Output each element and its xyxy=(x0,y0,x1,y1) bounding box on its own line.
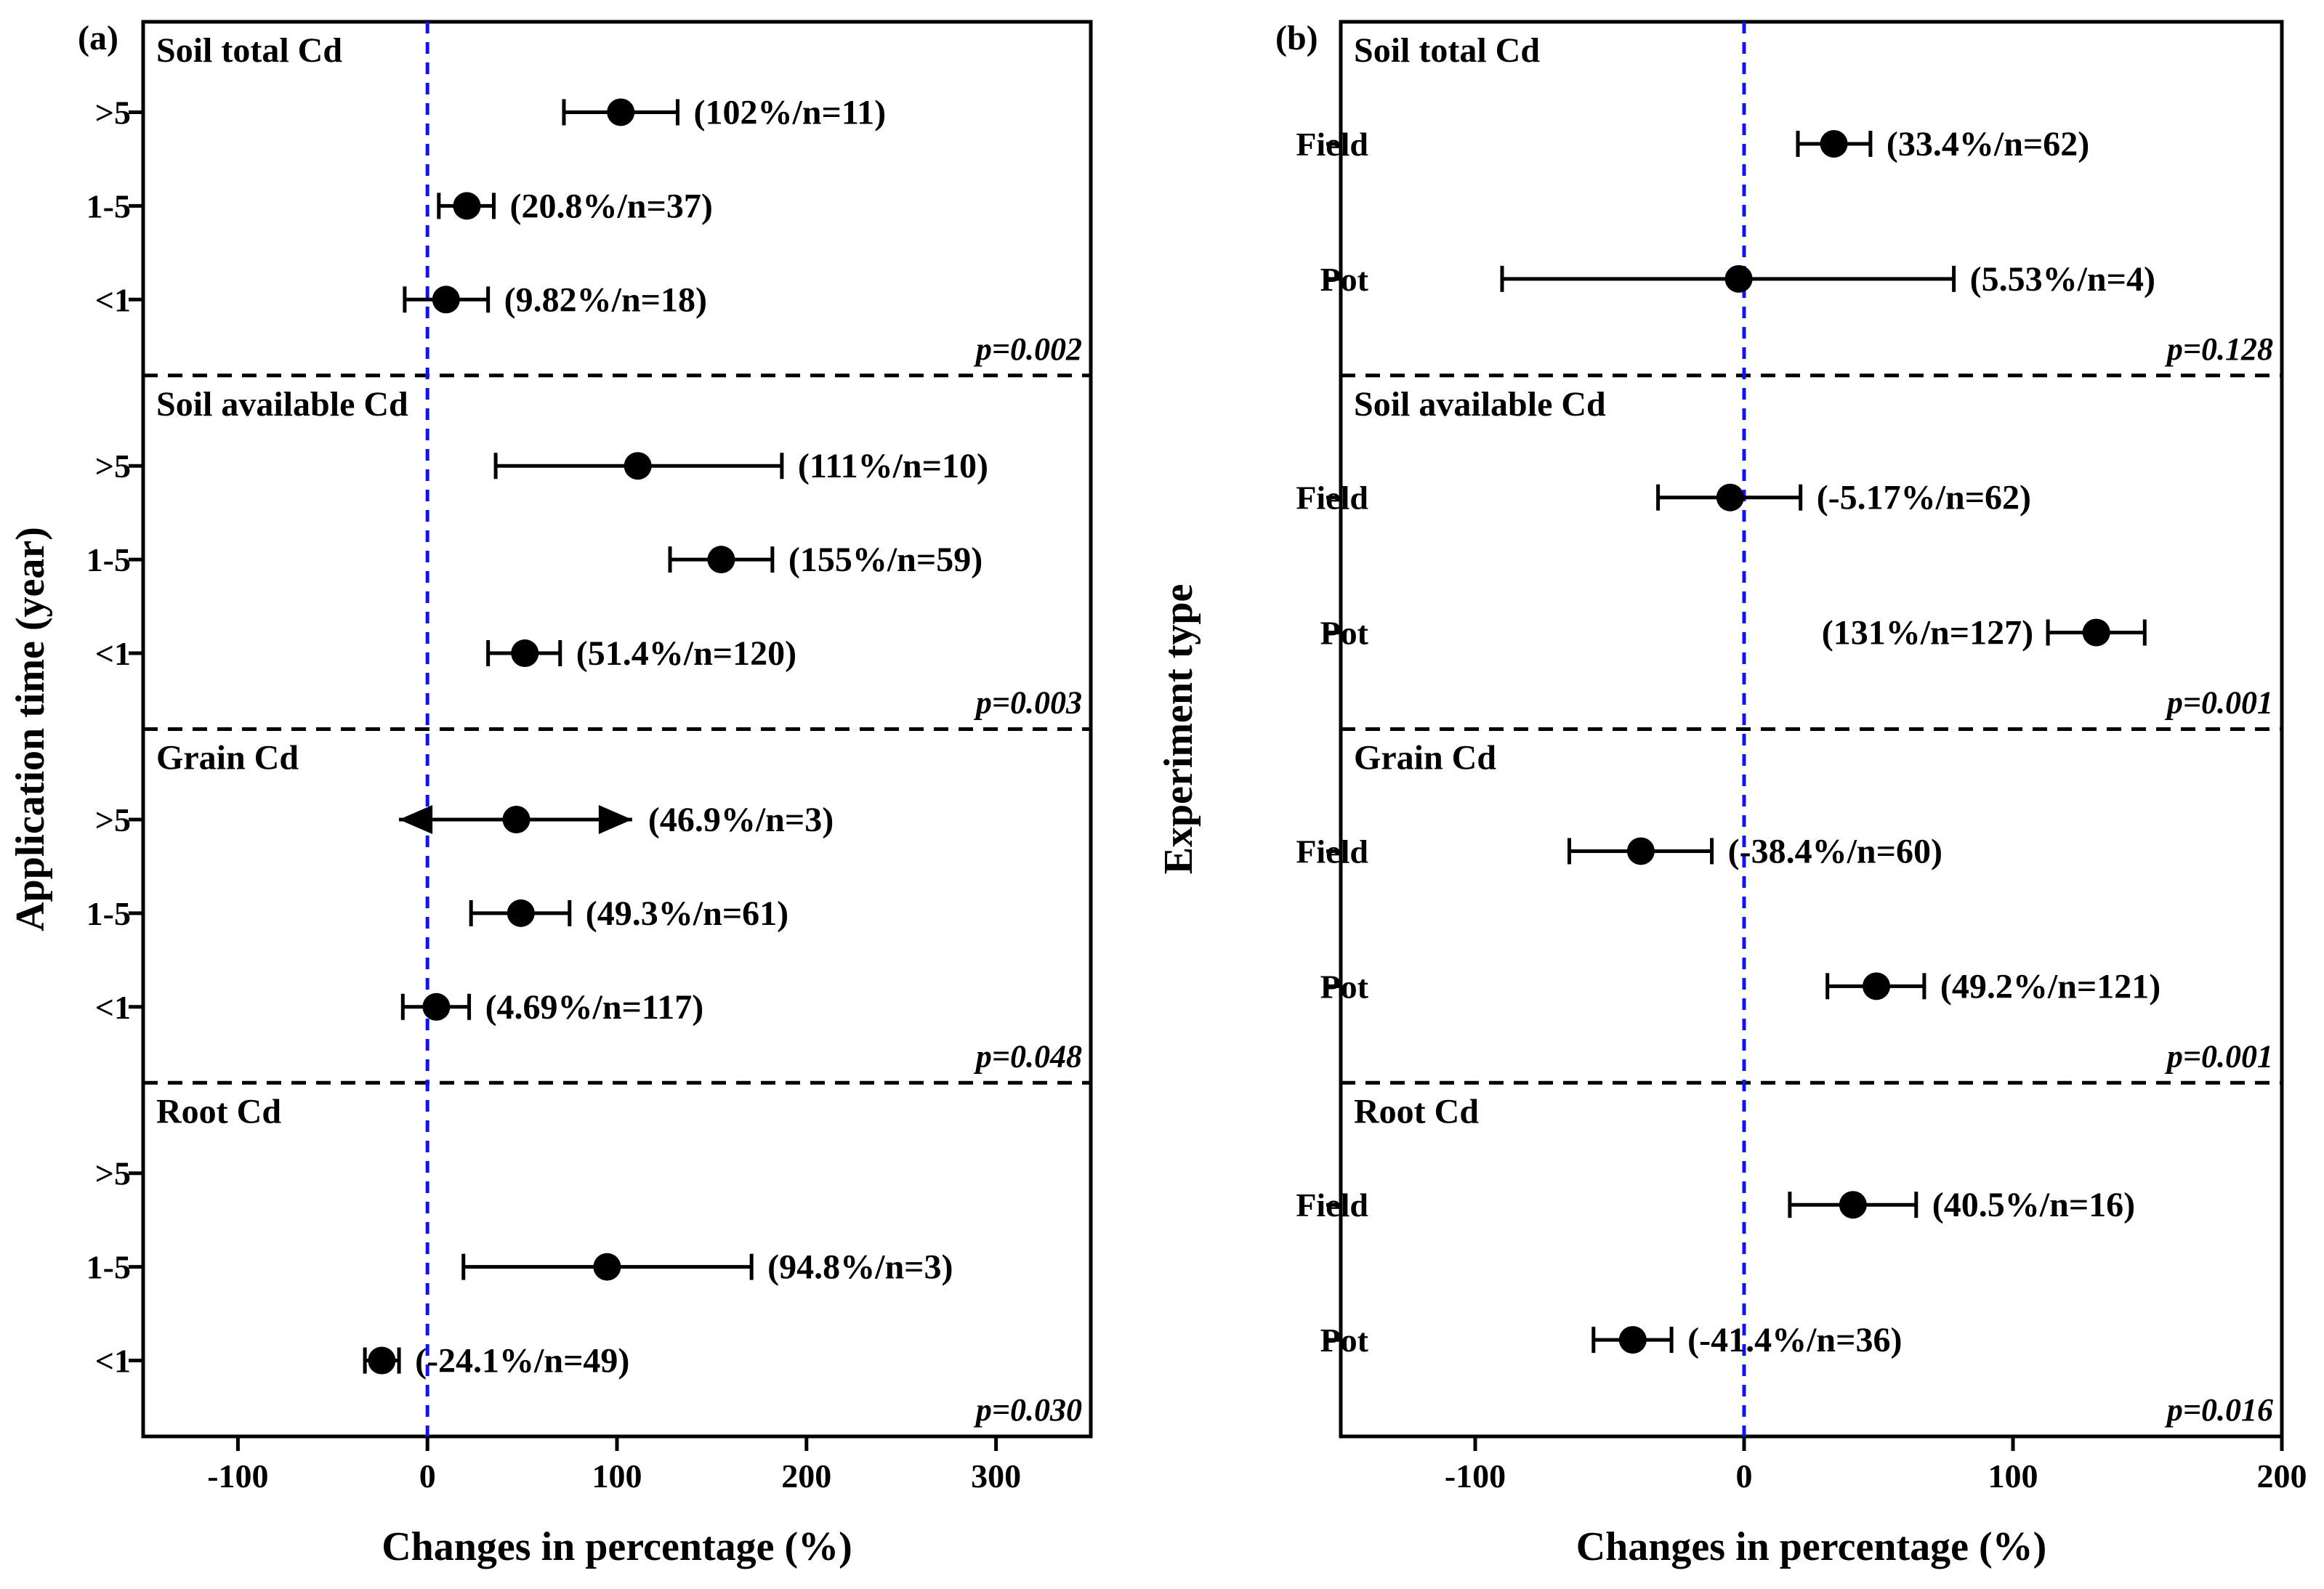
x-tick-label: -100 xyxy=(1445,1457,1506,1495)
x-tick-label: 300 xyxy=(971,1457,1021,1495)
p-value-label: p=0.030 xyxy=(973,1392,1082,1428)
p-value-label: p=0.048 xyxy=(973,1038,1082,1074)
x-axis-title: Changes in percentage (%) xyxy=(1576,1524,2047,1569)
data-annotation: (-24.1%/n=49) xyxy=(415,1342,629,1380)
y-axis-title: Experiment type xyxy=(1156,584,1201,875)
data-annotation: (40.5%/n=16) xyxy=(1932,1186,2135,1224)
y-tick-label: Field xyxy=(1296,126,1368,163)
y-tick-label: Pot xyxy=(1320,968,1369,1005)
mean-point xyxy=(511,639,539,668)
p-value-label: p=0.016 xyxy=(2164,1392,2273,1428)
x-tick-label: 200 xyxy=(781,1457,831,1495)
panel-b: Soil total Cd p=0.128 Field (33.4%/n=62) Pot… xyxy=(1156,19,2307,1569)
x-tick-label: 100 xyxy=(592,1457,642,1495)
mean-point xyxy=(422,992,451,1021)
mean-point xyxy=(1839,1191,1867,1219)
y-tick-label: >5 xyxy=(95,801,131,838)
x-tick-label: 100 xyxy=(1988,1457,2038,1495)
data-annotation: (4.69%/n=117) xyxy=(485,988,704,1027)
data-annotation: (-38.4%/n=60) xyxy=(1728,832,1942,870)
error-bar-arrow-right xyxy=(598,804,632,834)
data-annotation: (131%/n=127) xyxy=(1822,614,2033,652)
error-bar-arrow-left xyxy=(399,804,433,834)
p-value-label: p=0.003 xyxy=(973,685,1082,721)
group-title: Grain Cd xyxy=(1354,739,1496,777)
y-axis-title: Application time (year) xyxy=(8,527,53,931)
p-value-label: p=0.001 xyxy=(2164,1038,2273,1074)
y-tick-label: 1-5 xyxy=(86,187,131,225)
data-annotation: (33.4%/n=62) xyxy=(1887,125,2089,163)
mean-point xyxy=(624,452,652,480)
y-tick-label: 1-5 xyxy=(86,1249,131,1286)
data-annotation: (46.9%/n=3) xyxy=(648,801,834,839)
group-title: Soil available Cd xyxy=(156,385,408,424)
p-value-label: p=0.002 xyxy=(973,331,1082,367)
y-tick-label: <1 xyxy=(95,989,131,1026)
data-annotation: (-41.4%/n=36) xyxy=(1687,1321,1902,1359)
y-tick-label: Pot xyxy=(1320,615,1369,652)
mean-point xyxy=(453,192,481,220)
panel-a: Soil total Cd p=0.002 >5 (102%/n=11) 1-5 (20.… xyxy=(8,19,1093,1569)
x-tick-label: 0 xyxy=(419,1457,436,1495)
group-title: Soil total Cd xyxy=(1354,31,1540,70)
mean-point xyxy=(1820,129,1848,158)
p-value-label: p=0.128 xyxy=(2164,331,2273,367)
y-tick-label: <1 xyxy=(95,635,131,672)
data-annotation: (9.82%/n=18) xyxy=(504,280,707,319)
y-tick-label: Field xyxy=(1296,480,1368,517)
data-annotation: (111%/n=10) xyxy=(798,447,988,485)
data-annotation: (20.8%/n=37) xyxy=(509,187,712,225)
mean-point xyxy=(2082,618,2110,647)
y-tick-label: 1-5 xyxy=(86,895,131,932)
group-title: Soil available Cd xyxy=(1354,385,1606,424)
data-annotation: (51.4%/n=120) xyxy=(576,634,796,673)
group-title: Grain Cd xyxy=(156,739,299,777)
data-annotation: (102%/n=11) xyxy=(693,93,886,132)
mean-point xyxy=(502,805,530,833)
y-tick-label: Field xyxy=(1296,1186,1368,1224)
y-tick-label: Pot xyxy=(1320,1322,1369,1359)
p-value-label: p=0.001 xyxy=(2164,685,2273,721)
group-title: Root Cd xyxy=(156,1092,281,1131)
y-tick-label: Field xyxy=(1296,833,1368,870)
group-title: Soil total Cd xyxy=(156,31,342,70)
data-annotation: (-5.17%/n=62) xyxy=(1817,479,2031,517)
mean-point xyxy=(593,1253,621,1281)
mean-point xyxy=(1716,483,1744,512)
y-tick-label: 1-5 xyxy=(86,541,131,578)
y-tick-label: >5 xyxy=(95,448,131,485)
x-axis-title: Changes in percentage (%) xyxy=(382,1524,852,1569)
mean-point xyxy=(432,286,460,314)
panel-label: (b) xyxy=(1275,19,1318,57)
data-annotation: (49.3%/n=61) xyxy=(586,894,788,933)
x-tick-label: 0 xyxy=(1736,1457,1753,1495)
y-tick-label: <1 xyxy=(95,281,131,318)
panel-label: (a) xyxy=(78,19,118,57)
group-title: Root Cd xyxy=(1354,1092,1479,1131)
mean-point xyxy=(1724,264,1753,293)
y-tick-label: >5 xyxy=(95,94,131,131)
mean-point xyxy=(607,98,635,126)
x-tick-label: -100 xyxy=(207,1457,268,1495)
data-annotation: (94.8%/n=3) xyxy=(767,1248,953,1287)
mean-point xyxy=(1863,972,1891,1000)
y-tick-label: >5 xyxy=(95,1155,131,1192)
mean-point xyxy=(507,899,535,927)
y-tick-label: <1 xyxy=(95,1343,131,1380)
mean-point xyxy=(368,1346,396,1375)
mean-point xyxy=(1626,837,1655,865)
y-tick-label: Pot xyxy=(1320,261,1369,298)
mean-point xyxy=(1618,1326,1647,1354)
x-tick-label: 200 xyxy=(2257,1457,2307,1495)
data-annotation: (155%/n=59) xyxy=(788,541,983,579)
data-annotation: (49.2%/n=121) xyxy=(1940,967,2160,1006)
data-annotation: (5.53%/n=4) xyxy=(1970,260,2155,299)
mean-point xyxy=(707,546,735,574)
